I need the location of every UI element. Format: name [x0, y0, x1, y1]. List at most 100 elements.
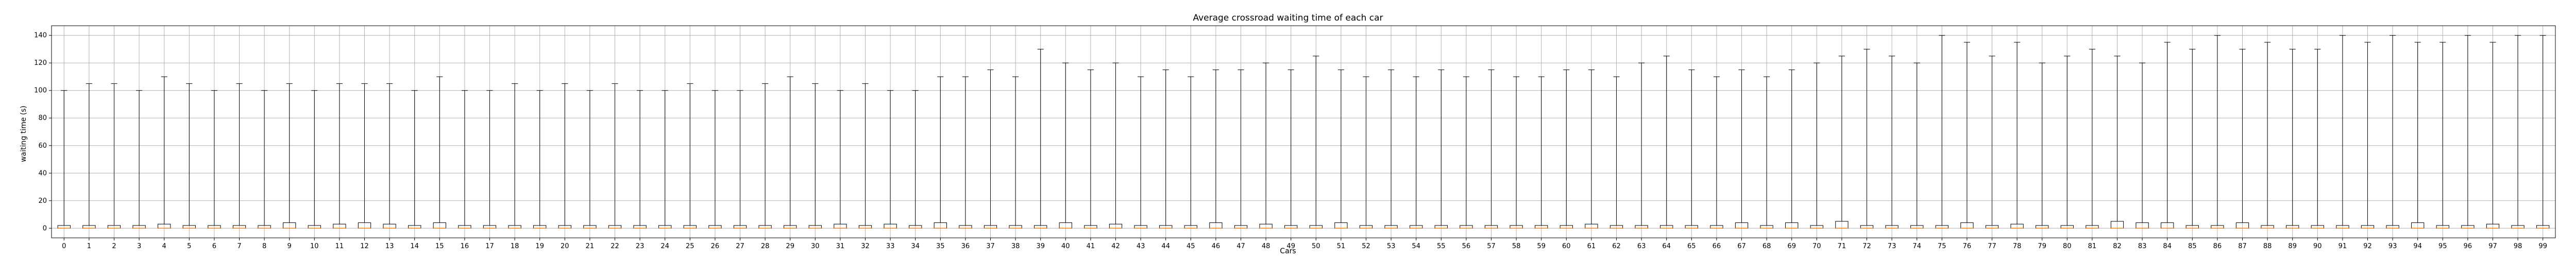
x-tick-label: 52: [1362, 242, 1370, 250]
box-group: [132, 90, 146, 229]
x-tick-label: 88: [2263, 242, 2272, 250]
x-tick-label: 63: [1637, 242, 1646, 250]
x-tick-label: 76: [1963, 242, 1972, 250]
x-tick-label: 46: [1212, 242, 1221, 250]
box-group: [1410, 76, 1423, 229]
x-tick-label: 35: [936, 242, 945, 250]
x-tick-label: 12: [360, 242, 369, 250]
box-group: [1259, 62, 1273, 229]
x-tick-label: 26: [711, 242, 720, 250]
box-group: [483, 90, 497, 229]
box-group: [358, 83, 371, 229]
x-tick-label: 91: [2338, 242, 2347, 250]
box-group: [283, 83, 296, 229]
box-group: [258, 90, 271, 229]
grid-layer: [52, 26, 2555, 238]
box-group: [934, 76, 947, 229]
x-tick-label: 37: [986, 242, 995, 250]
box-group: [232, 83, 246, 229]
box-group: [107, 83, 121, 229]
x-tick-label: 1: [87, 242, 91, 250]
x-tick-label: 87: [2238, 242, 2247, 250]
box-group: [1034, 48, 1047, 229]
box-group: [2411, 42, 2425, 229]
x-tick-label: 39: [1036, 242, 1045, 250]
x-tick-label: 7: [237, 242, 241, 250]
x-tick-label: 83: [2138, 242, 2147, 250]
x-tick-label: 44: [1161, 242, 1170, 250]
box-group: [2311, 48, 2324, 229]
box-group: [1609, 76, 1623, 229]
box-group: [1084, 70, 1097, 229]
y-tick-label: 20: [38, 197, 47, 205]
x-tick-label: 38: [1011, 242, 1020, 250]
x-tick-label: 62: [1612, 242, 1621, 250]
x-tick-label: 74: [1912, 242, 1921, 250]
x-tick-label: 9: [287, 242, 292, 250]
box-group: [1434, 70, 1448, 229]
box-group: [508, 83, 521, 229]
x-axis-label: Cars: [1280, 247, 1296, 255]
x-tick-label: 85: [2188, 242, 2197, 250]
x-tick-label: 42: [1111, 242, 1120, 250]
box-group: [1184, 76, 1197, 229]
y-tick-label: 140: [34, 32, 47, 40]
x-tick-label: 68: [1762, 242, 1771, 250]
box-group: [858, 83, 872, 229]
x-tick-label: 21: [586, 242, 595, 250]
box-group: [1059, 62, 1072, 229]
x-tick-label: 75: [1938, 242, 1946, 250]
x-tick-label: 73: [1888, 242, 1896, 250]
box-group: [733, 90, 747, 229]
y-tick-label: 40: [38, 169, 47, 177]
box-group: [1585, 70, 1598, 229]
box-group: [1234, 70, 1248, 229]
x-tick-label: 93: [2388, 242, 2397, 250]
x-tick-label: 33: [886, 242, 895, 250]
x-tick-label: 31: [836, 242, 845, 250]
box-group: [533, 90, 547, 229]
box-group: [2436, 42, 2449, 229]
box-group: [2036, 62, 2049, 229]
x-tick-label: 15: [435, 242, 444, 250]
x-tick-label: 56: [1462, 242, 1471, 250]
box-group: [784, 76, 797, 229]
x-tick-label: 81: [2088, 242, 2097, 250]
box-group: [2136, 62, 2149, 229]
box-marks: [57, 35, 2550, 229]
box-group: [1384, 70, 1398, 229]
x-tick-label: 0: [62, 242, 66, 250]
box-group: [2110, 56, 2124, 229]
box-group: [1710, 76, 1723, 229]
x-tick-label: 23: [636, 242, 645, 250]
x-tick-label: 3: [137, 242, 141, 250]
box-group: [2185, 48, 2199, 229]
box-group: [1760, 76, 1773, 229]
box-group: [834, 90, 847, 229]
box-group: [1484, 70, 1498, 229]
box-group: [1134, 76, 1147, 229]
box-group: [2086, 48, 2099, 229]
box-group: [1510, 76, 1523, 229]
x-tick-label: 77: [1988, 242, 1996, 250]
x-tick-label: 18: [511, 242, 519, 250]
box-group: [1284, 70, 1298, 229]
box-group: [158, 76, 171, 229]
x-tick-label: 17: [485, 242, 494, 250]
box-group: [1960, 42, 1974, 229]
x-tick-label: 59: [1537, 242, 1546, 250]
box-group: [1660, 56, 1673, 229]
x-tick-label: 89: [2288, 242, 2297, 250]
box-group: [2060, 56, 2074, 229]
x-tick-label: 28: [761, 242, 770, 250]
x-tick-label: 13: [385, 242, 394, 250]
chart-title: Average crossroad waiting time of each c…: [1193, 13, 1383, 23]
x-tick-label: 36: [961, 242, 970, 250]
x-tick-label: 97: [2488, 242, 2497, 250]
x-tick-label: 84: [2163, 242, 2172, 250]
x-tick-label: 11: [335, 242, 344, 250]
x-tick-label: 34: [911, 242, 920, 250]
x-tick-label: 29: [786, 242, 794, 250]
x-tick-label: 5: [187, 242, 191, 250]
